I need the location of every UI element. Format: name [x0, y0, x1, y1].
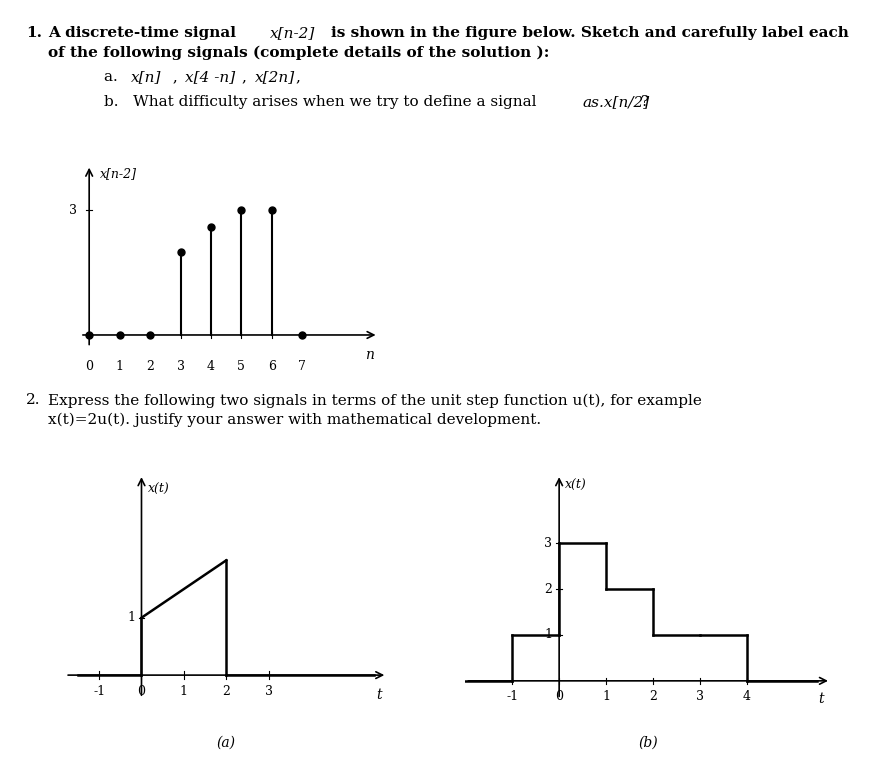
Text: -1: -1 — [506, 690, 518, 703]
Text: ,: , — [168, 70, 182, 84]
Text: 4: 4 — [741, 690, 750, 703]
Text: x[n]: x[n] — [130, 70, 161, 84]
Text: x[2n]: x[2n] — [255, 70, 295, 84]
Text: 3: 3 — [543, 537, 552, 549]
Text: x(t)=2u(t). justify your answer with mathematical development.: x(t)=2u(t). justify your answer with mat… — [48, 413, 541, 428]
Text: t: t — [818, 692, 823, 706]
Text: 1: 1 — [180, 685, 188, 698]
Text: of the following signals (complete details of the solution ):: of the following signals (complete detai… — [48, 46, 548, 60]
Text: 2: 2 — [544, 583, 552, 595]
Text: 2.: 2. — [26, 393, 41, 407]
Text: n: n — [364, 348, 374, 363]
Text: ,: , — [242, 70, 251, 84]
Text: 3: 3 — [264, 685, 272, 698]
Text: x(t): x(t) — [564, 479, 586, 492]
Text: x[n-2]: x[n-2] — [269, 26, 315, 40]
Text: A discrete-time signal: A discrete-time signal — [48, 26, 241, 40]
Text: (a): (a) — [216, 736, 235, 750]
Text: ,: , — [295, 70, 301, 84]
Text: 3: 3 — [69, 204, 76, 217]
Text: -1: -1 — [93, 685, 105, 698]
Text: 1: 1 — [127, 611, 135, 624]
Text: (b): (b) — [638, 736, 657, 750]
Text: x[4 -n]: x[4 -n] — [185, 70, 235, 84]
Text: t: t — [375, 688, 381, 702]
Text: ?: ? — [640, 95, 648, 109]
Text: as.x[n/2]: as.x[n/2] — [582, 95, 649, 109]
Text: Express the following two signals in terms of the unit step function u(t), for e: Express the following two signals in ter… — [48, 393, 701, 408]
Text: 0: 0 — [554, 690, 562, 703]
Text: 1.: 1. — [26, 26, 42, 40]
Text: 2: 2 — [222, 685, 230, 698]
Text: x(t): x(t) — [148, 483, 169, 496]
Text: a.: a. — [104, 70, 133, 84]
Text: 0: 0 — [137, 685, 145, 698]
Text: 3: 3 — [695, 690, 703, 703]
Text: is shown in the figure below. Sketch and carefully label each: is shown in the figure below. Sketch and… — [330, 26, 847, 40]
Text: 1: 1 — [543, 629, 552, 641]
Text: x[n-2]: x[n-2] — [100, 167, 136, 180]
Text: b.   What difficulty arises when we try to define a signal: b. What difficulty arises when we try to… — [104, 95, 541, 109]
Text: 2: 2 — [648, 690, 656, 703]
Text: 1: 1 — [601, 690, 609, 703]
